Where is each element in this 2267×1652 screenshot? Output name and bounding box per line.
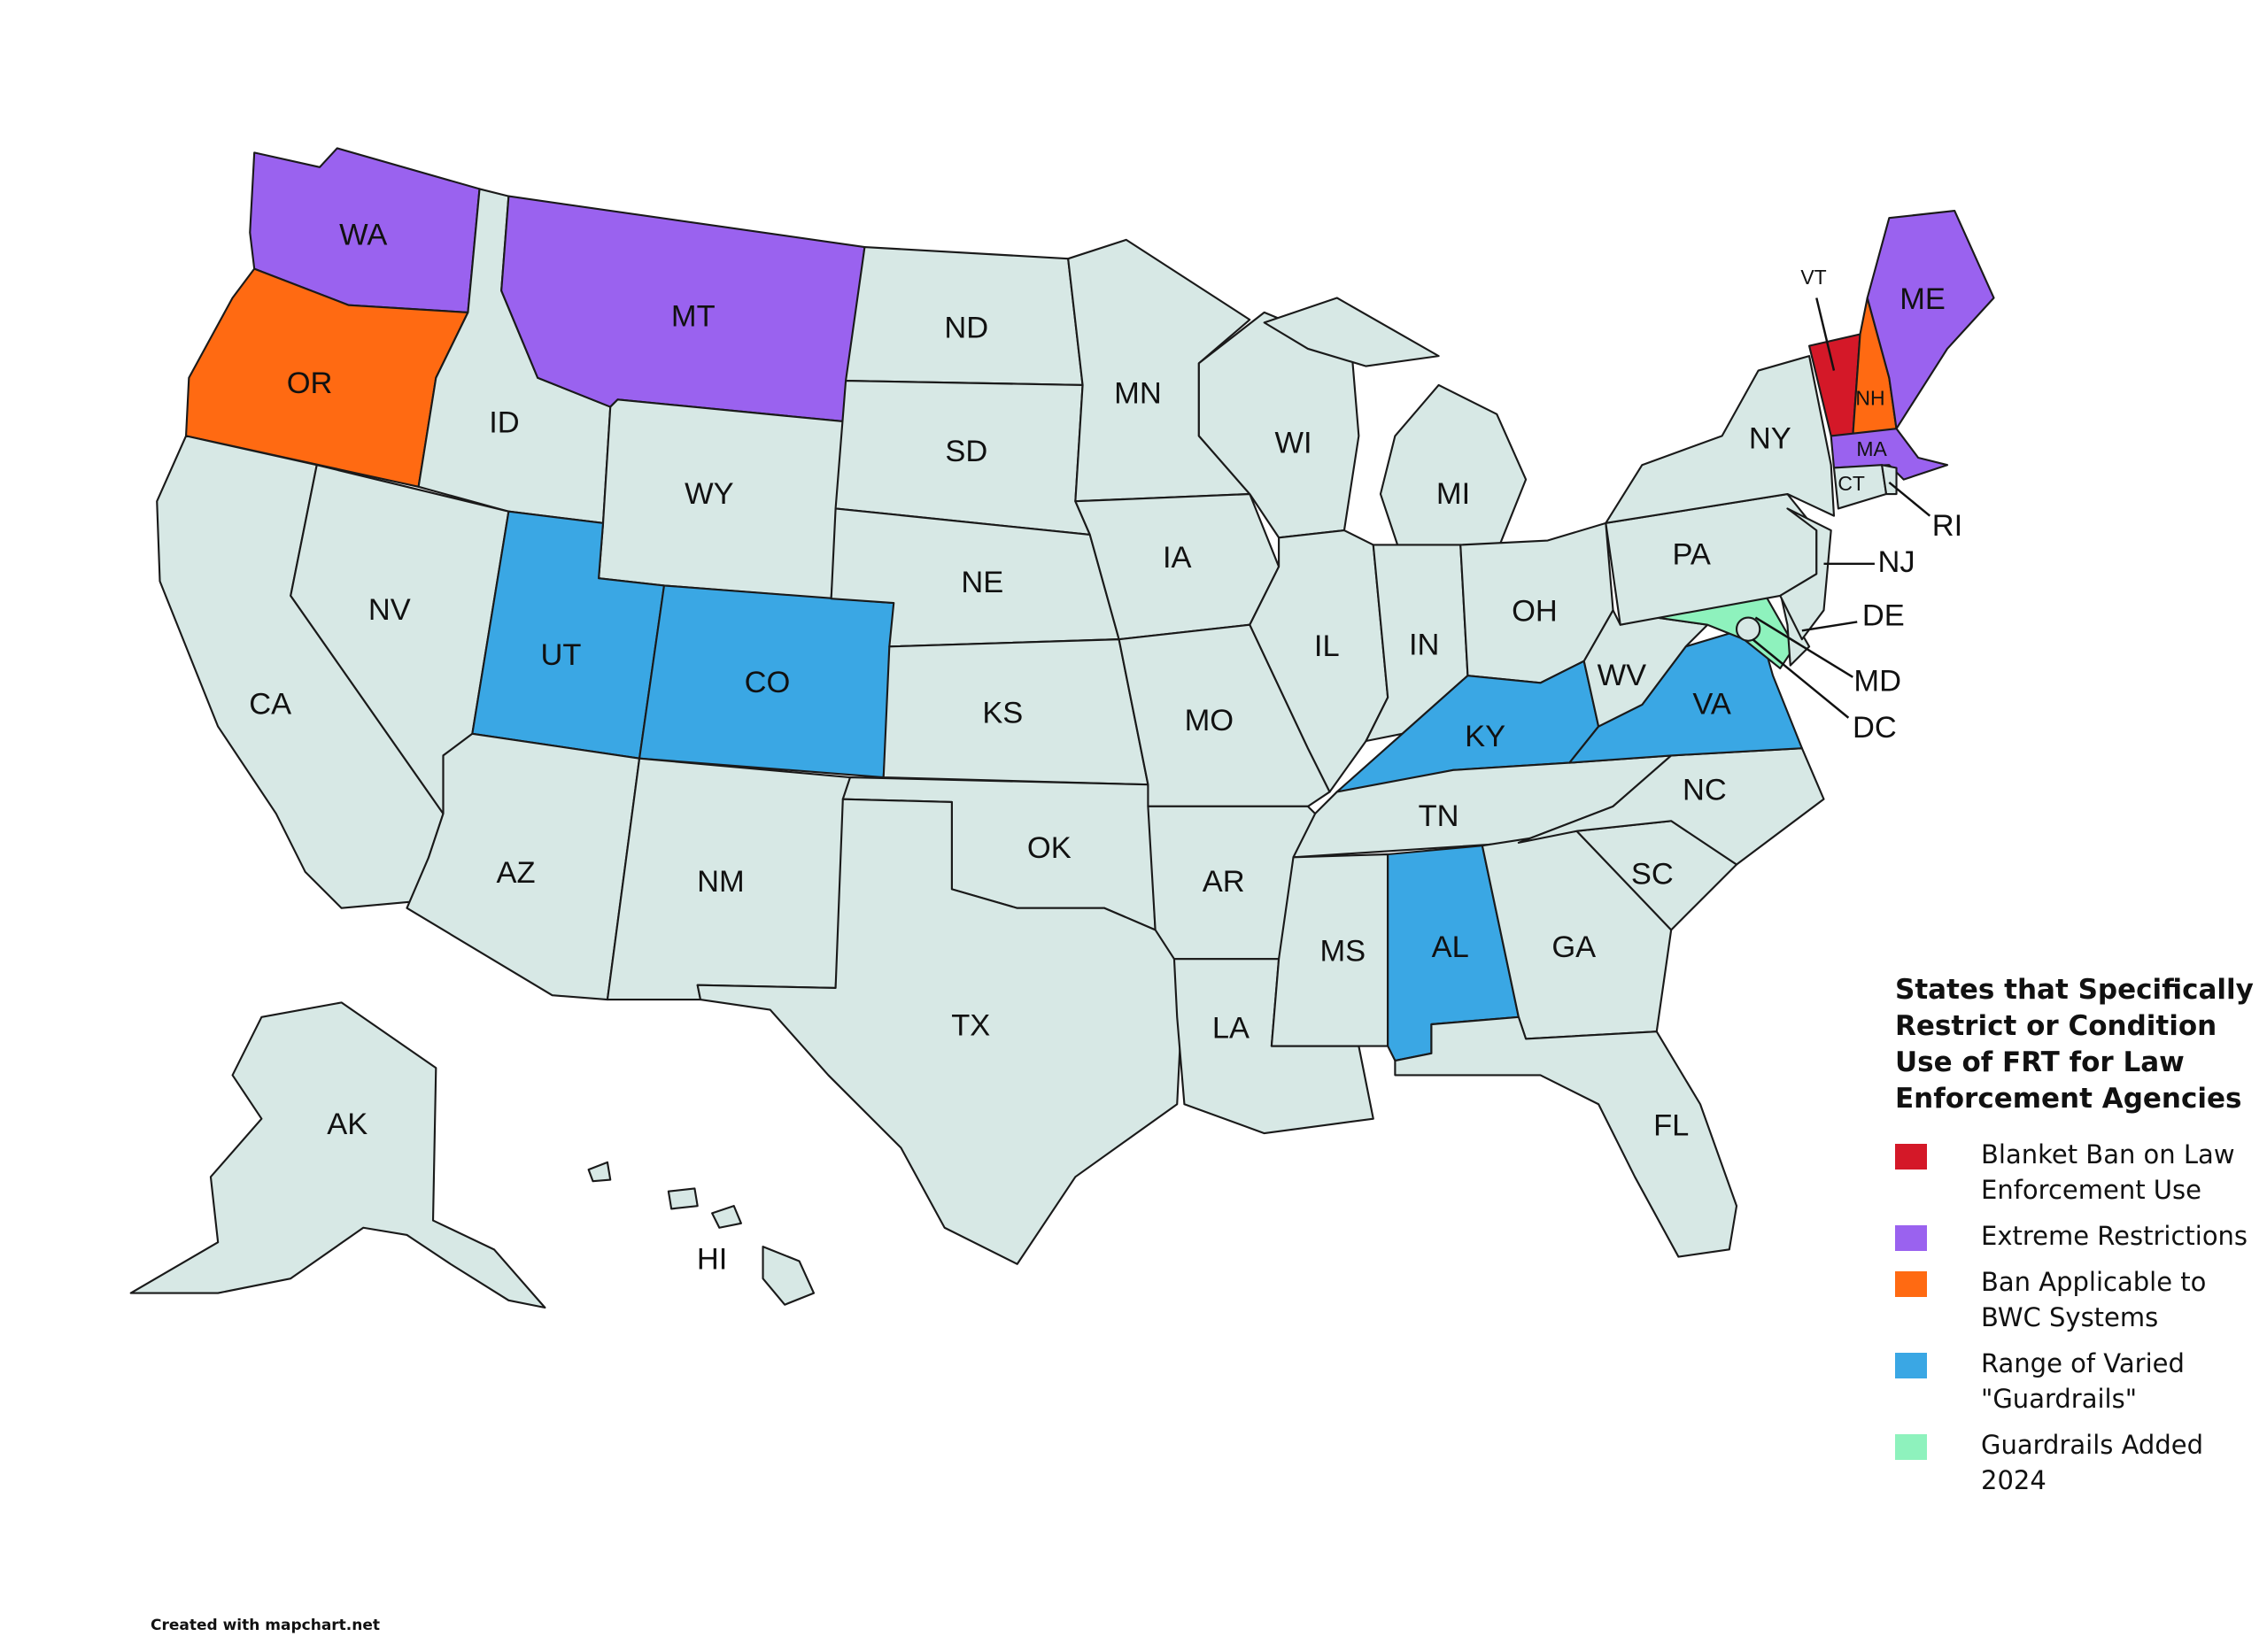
state-label-la: LA (1212, 1012, 1250, 1046)
state-label-fl: FL (1653, 1109, 1689, 1143)
state-me (1866, 209, 1995, 430)
state-label-ne: NE (961, 566, 1003, 599)
state-ak (129, 1001, 546, 1309)
state-hi (667, 1187, 699, 1210)
leader-line-dc (1752, 638, 1850, 719)
legend-swatch (1895, 1225, 1927, 1251)
state-label-in: IN (1409, 628, 1439, 661)
state-label-va: VA (1692, 688, 1730, 722)
legend-title: States that Specifically Restrict or Con… (1895, 974, 2254, 1115)
state-nc (1517, 747, 1825, 866)
state-label-nm: NM (697, 865, 745, 899)
state-label-dc: DC (1853, 711, 1897, 745)
state-label-nh: NH (1855, 386, 1884, 409)
state-hi (587, 1161, 612, 1183)
leader-line-de (1801, 621, 1858, 632)
state-il (1249, 529, 1389, 793)
legend-label: Ban Applicable to BWC Systems (1981, 1267, 2207, 1332)
legend-swatch (1895, 1434, 1927, 1460)
legend-label: Guardrails Added 2024 (1981, 1430, 2203, 1495)
state-tx (696, 798, 1186, 1265)
state-label-ga: GA (1551, 930, 1596, 964)
state-label-ms: MS (1319, 935, 1366, 969)
state-fl (1394, 1015, 1738, 1258)
legend: States that Specifically Restrict or Con… (1895, 972, 2267, 1509)
leader-line-vt (1815, 297, 1836, 371)
state-label-ma: MA (1856, 437, 1887, 460)
legend-item-guardrails: Range of Varied "Guardrails" (1895, 1346, 2267, 1417)
state-mi (1379, 383, 1528, 560)
legend-swatch (1895, 1144, 1927, 1170)
legend-item-added2024: Guardrails Added 2024 (1895, 1427, 2267, 1498)
legend-swatch (1895, 1353, 1927, 1378)
state-label-al: AL (1432, 930, 1469, 964)
state-label-wi: WI (1274, 426, 1311, 459)
state-label-ia: IA (1163, 541, 1192, 575)
legend-swatch (1895, 1271, 1927, 1297)
state-label-de: DE (1862, 599, 1905, 633)
state-label-mo: MO (1185, 704, 1234, 737)
state-label-md: MD (1853, 664, 1901, 698)
state-label-me: ME (1899, 282, 1946, 316)
state-label-id: ID (489, 405, 519, 439)
state-label-mt: MT (671, 300, 716, 334)
state-label-nc: NC (1683, 774, 1727, 807)
state-label-oh: OH (1512, 595, 1558, 629)
state-hi (711, 1205, 742, 1229)
state-label-il: IL (1314, 629, 1340, 663)
state-label-co: CO (745, 666, 791, 699)
legend-item-extreme: Extreme Restrictions (1895, 1218, 2267, 1254)
state-label-sc: SC (1631, 858, 1674, 892)
states-layer (129, 147, 1995, 1309)
state-label-ak: AK (327, 1108, 368, 1141)
state-label-tx: TX (951, 1008, 990, 1042)
state-label-az: AZ (497, 856, 536, 890)
labels-layer: WA OR CA ID NV MT WY UT CO AZ NM ND SD NE KS OK TX MN IA MO… (249, 219, 1962, 1277)
legend-label: Extreme Restrictions (1981, 1221, 2248, 1251)
state-label-ny: NY (1749, 421, 1791, 455)
leader-line-md (1754, 616, 1853, 678)
legend-item-bwc: Ban Applicable to BWC Systems (1895, 1264, 2267, 1335)
state-label-nj: NJ (1877, 545, 1915, 579)
legend-label: Range of Varied "Guardrails" (1981, 1348, 2185, 1414)
state-label-ut: UT (540, 638, 581, 672)
legend-item-ban: Blanket Ban on Law Enforcement Use (1895, 1137, 2267, 1208)
state-label-hi: HI (697, 1243, 727, 1277)
state-label-pa: PA (1672, 538, 1710, 572)
state-dc (1735, 616, 1761, 642)
state-label-tn: TN (1419, 799, 1459, 833)
state-label-ar: AR (1203, 865, 1245, 899)
state-label-nv: NV (368, 593, 411, 627)
state-label-ca: CA (249, 688, 291, 722)
state-nj (1779, 507, 1832, 641)
legend-label: Blanket Ban on Law Enforcement Use (1981, 1139, 2235, 1205)
state-label-nd: ND (944, 312, 988, 345)
footer-credit: Created with mapchart.net (151, 1617, 381, 1634)
state-label-wa: WA (339, 219, 387, 252)
state-label-ct: CT (1838, 472, 1865, 495)
state-label-wv: WV (1598, 659, 1647, 692)
state-label-ok: OK (1027, 831, 1072, 865)
state-label-mn: MN (1114, 377, 1162, 411)
state-label-ky: KY (1465, 720, 1505, 753)
state-ny (1605, 355, 1836, 524)
state-label-ri: RI (1932, 509, 1962, 543)
state-mi (1263, 297, 1440, 367)
state-label-sd: SD (945, 435, 987, 468)
state-label-mi: MI (1436, 477, 1470, 511)
state-hi (762, 1246, 816, 1306)
state-label-ks: KS (982, 697, 1023, 730)
state-label-wy: WY (685, 477, 734, 511)
leader-line-ri (1888, 481, 1931, 517)
state-label-vt: VT (1800, 266, 1826, 289)
state-label-or: OR (287, 367, 333, 400)
